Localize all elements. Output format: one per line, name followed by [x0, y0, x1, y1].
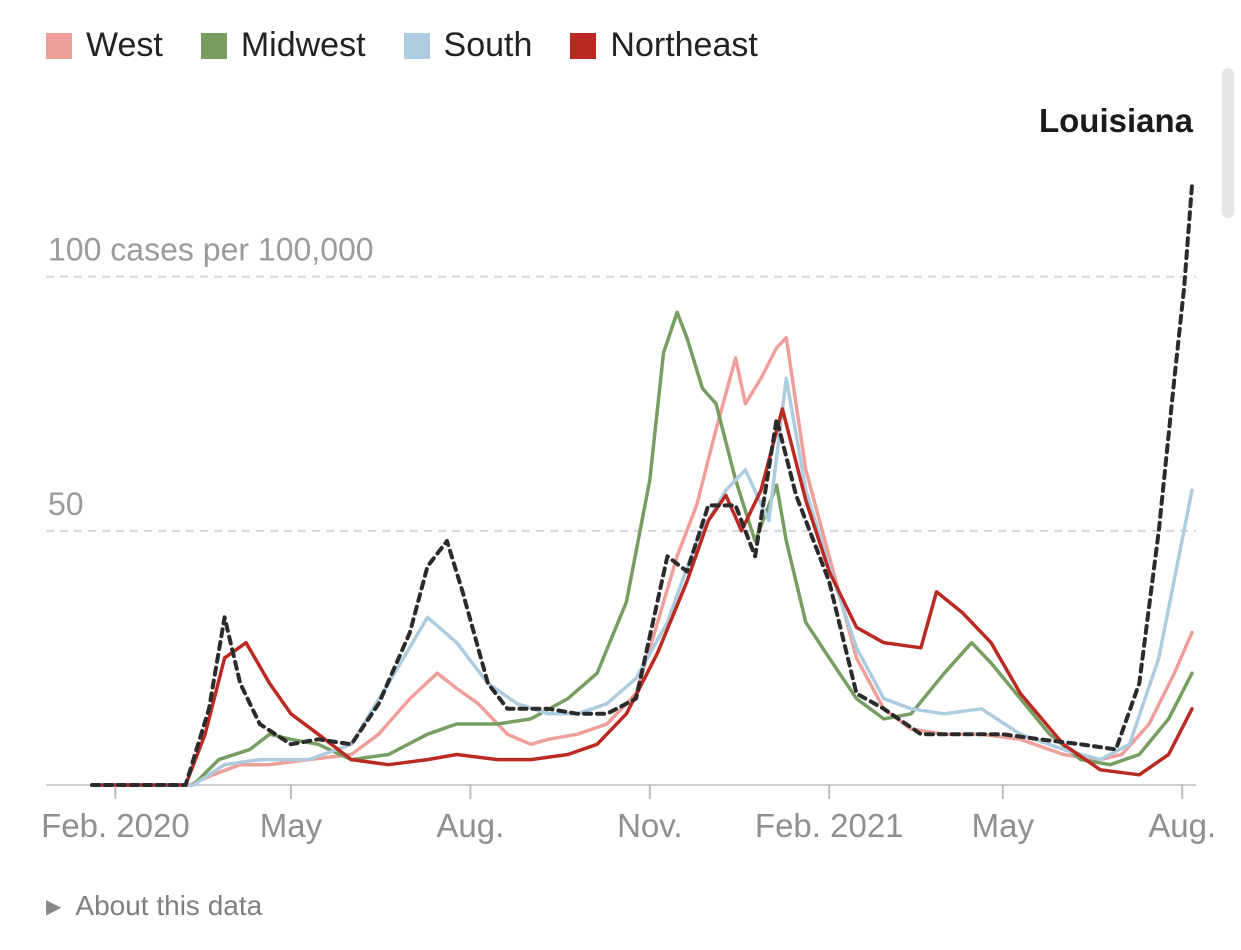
- legend-item-south: South: [403, 26, 533, 65]
- legend: West Midwest South Northeast: [46, 26, 796, 65]
- series-line-midwest: [90, 310, 1194, 787]
- triangle-right-icon: ▶: [46, 895, 62, 918]
- legend-label: Northeast: [610, 26, 758, 64]
- legend-swatch: [403, 32, 430, 59]
- about-this-data-toggle[interactable]: ▶ About this data: [46, 890, 262, 922]
- legend-item-west: West: [46, 26, 163, 65]
- legend-item-northeast: Northeast: [570, 26, 758, 65]
- x-tick-label: Nov.: [617, 807, 682, 844]
- series-line-louisiana: [90, 183, 1194, 787]
- series-line-south: [90, 376, 1194, 787]
- x-tick-label: Aug.: [436, 807, 504, 844]
- legend-label: Midwest: [240, 26, 366, 64]
- scrollbar[interactable]: [1222, 68, 1234, 218]
- legend-swatch: [46, 32, 72, 59]
- legend-label: South: [443, 26, 533, 64]
- line-chart: 100 cases per 100,000 50 Feb. 2020 May Aug. N…: [41, 102, 1216, 844]
- series-line-northeast: [90, 407, 1194, 787]
- x-tick-label: May: [972, 807, 1035, 844]
- chart-title: Louisiana: [1039, 102, 1194, 139]
- x-tick-label: Aug.: [1148, 807, 1216, 844]
- legend-item-midwest: Midwest: [200, 26, 366, 65]
- x-tick-label: Feb. 2020: [41, 807, 190, 844]
- y-tick-label: 50: [48, 486, 84, 522]
- x-tick-label: Feb. 2021: [755, 807, 904, 844]
- about-this-data-label: About this data: [75, 890, 263, 921]
- x-tick-label: May: [260, 807, 323, 844]
- legend-swatch: [200, 32, 227, 59]
- legend-label: West: [86, 26, 163, 64]
- y-tick-label: 100 cases per 100,000: [48, 232, 374, 268]
- legend-swatch: [570, 32, 597, 59]
